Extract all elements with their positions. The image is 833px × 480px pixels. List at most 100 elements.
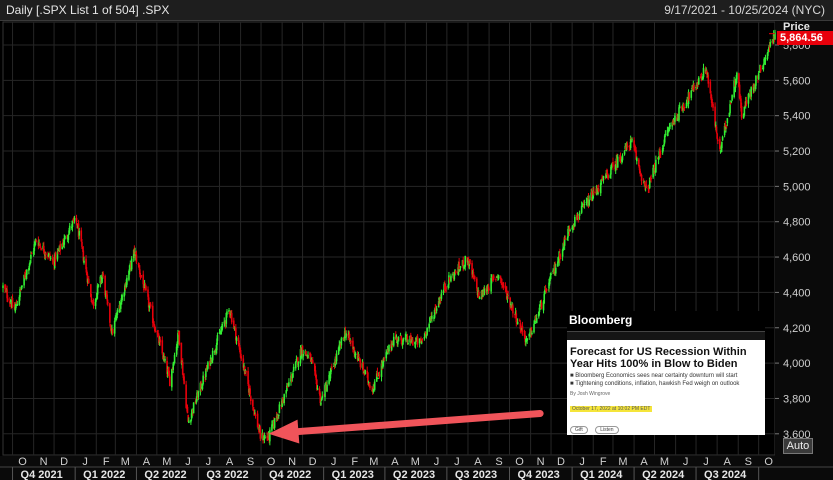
candle-body bbox=[59, 244, 61, 251]
candle-body bbox=[369, 385, 371, 388]
candle-body bbox=[202, 376, 204, 385]
candle-body bbox=[107, 302, 109, 303]
x-quarter-label: Q4 2023 bbox=[517, 469, 559, 480]
x-month-label: D bbox=[309, 456, 317, 468]
x-quarter-label: Q4 2021 bbox=[21, 469, 63, 480]
candle-body bbox=[182, 362, 184, 375]
x-quarter-label: Q1 2022 bbox=[83, 469, 125, 480]
candle-body bbox=[574, 217, 576, 226]
candle-body bbox=[443, 290, 445, 293]
candle-body bbox=[221, 324, 223, 330]
candle-body bbox=[669, 125, 671, 126]
candle-body bbox=[212, 351, 214, 361]
candle-body bbox=[474, 276, 476, 279]
y-tick-label: 4,000 bbox=[783, 358, 811, 370]
x-month-label: A bbox=[226, 456, 234, 468]
candle-body bbox=[690, 91, 692, 98]
candle-body bbox=[493, 276, 495, 277]
x-month-label: S bbox=[745, 456, 752, 468]
candle-body bbox=[164, 359, 166, 361]
candle-body bbox=[402, 338, 404, 341]
candle-body bbox=[729, 104, 731, 113]
x-month-label: D bbox=[60, 456, 68, 468]
candle-body bbox=[469, 259, 471, 264]
x-month-label: J bbox=[683, 456, 689, 468]
candle-body bbox=[622, 155, 624, 160]
candle-body bbox=[121, 295, 123, 300]
y-tick-label: 5,000 bbox=[783, 181, 811, 193]
candle-body bbox=[488, 289, 490, 290]
candle-body bbox=[202, 386, 204, 390]
candle-body bbox=[362, 363, 364, 371]
x-month-label: O bbox=[764, 456, 773, 468]
article-date: October 17, 2022 at 10:02 PM EDT bbox=[570, 406, 652, 412]
candle-body bbox=[731, 95, 733, 101]
candle-body bbox=[326, 385, 328, 392]
annotation-arrow bbox=[269, 413, 541, 443]
x-month-label: J bbox=[82, 456, 88, 468]
candle-body bbox=[450, 276, 452, 282]
candle-body bbox=[507, 295, 509, 296]
candle-body bbox=[36, 240, 38, 241]
x-month-label: N bbox=[40, 456, 48, 468]
candle-body bbox=[233, 321, 235, 328]
candle-body bbox=[240, 356, 242, 358]
x-month-label: A bbox=[723, 456, 731, 468]
candle-body bbox=[278, 415, 280, 417]
article-byline: By Josh Wingrove bbox=[567, 388, 765, 397]
candle-body bbox=[748, 96, 750, 97]
candle-body bbox=[181, 343, 183, 364]
x-month-label: J bbox=[206, 456, 212, 468]
candle-body bbox=[579, 213, 581, 216]
candle-body bbox=[498, 275, 500, 278]
candle-body bbox=[150, 304, 152, 306]
x-month-label: J bbox=[579, 456, 585, 468]
candle-body bbox=[388, 345, 390, 352]
listen-button[interactable]: Listen bbox=[595, 426, 618, 434]
auto-scale-button[interactable]: Auto bbox=[783, 438, 813, 454]
candle-body bbox=[112, 329, 114, 333]
candle-body bbox=[279, 404, 281, 413]
candle-body bbox=[383, 358, 385, 359]
candle-body bbox=[88, 279, 90, 283]
candle-body bbox=[607, 175, 609, 178]
x-month-label: A bbox=[640, 456, 648, 468]
candle-body bbox=[179, 331, 181, 345]
candle-body bbox=[588, 200, 590, 206]
bullet-text: Bloomberg Economics sees near certainty … bbox=[575, 373, 737, 379]
candle-body bbox=[769, 42, 771, 46]
candle-body bbox=[441, 293, 443, 298]
y-tick-label: 4,200 bbox=[783, 323, 811, 335]
candle-body bbox=[69, 226, 71, 231]
candle-body bbox=[422, 339, 424, 340]
candle-body bbox=[533, 324, 535, 332]
bullet-text: Tightening conditions, inflation, hawkis… bbox=[575, 381, 739, 387]
y-tick-label: 5,400 bbox=[783, 111, 811, 123]
candle-body bbox=[159, 339, 161, 342]
candle-body bbox=[603, 176, 605, 180]
x-quarter-label: Q1 2024 bbox=[580, 469, 623, 480]
candle-body bbox=[149, 305, 151, 307]
date-range: 9/17/2021 - 10/25/2024 (NYC) bbox=[664, 3, 825, 17]
candle-body bbox=[736, 73, 738, 80]
x-month-label: O bbox=[18, 456, 27, 468]
candle-body bbox=[476, 279, 478, 289]
y-tick-label: 4,400 bbox=[783, 287, 811, 299]
candle-body bbox=[412, 340, 414, 345]
news-screenshot: Bloomberg Forecast for US Recession With… bbox=[567, 311, 765, 435]
candle-body bbox=[626, 143, 628, 147]
candle-body bbox=[431, 316, 433, 319]
x-month-label: J bbox=[703, 456, 709, 468]
gift-button[interactable]: Gift bbox=[570, 426, 588, 434]
candle-body bbox=[617, 157, 619, 168]
candle-body bbox=[763, 65, 765, 70]
candle-body bbox=[114, 321, 116, 334]
candle-body bbox=[12, 298, 14, 307]
candle-body bbox=[315, 370, 317, 374]
candle-body bbox=[615, 165, 617, 171]
candle-body bbox=[364, 370, 366, 374]
candle-body bbox=[536, 318, 538, 323]
news-nav-strip bbox=[567, 331, 765, 340]
candle-body bbox=[7, 298, 9, 300]
candle-body bbox=[652, 168, 654, 178]
